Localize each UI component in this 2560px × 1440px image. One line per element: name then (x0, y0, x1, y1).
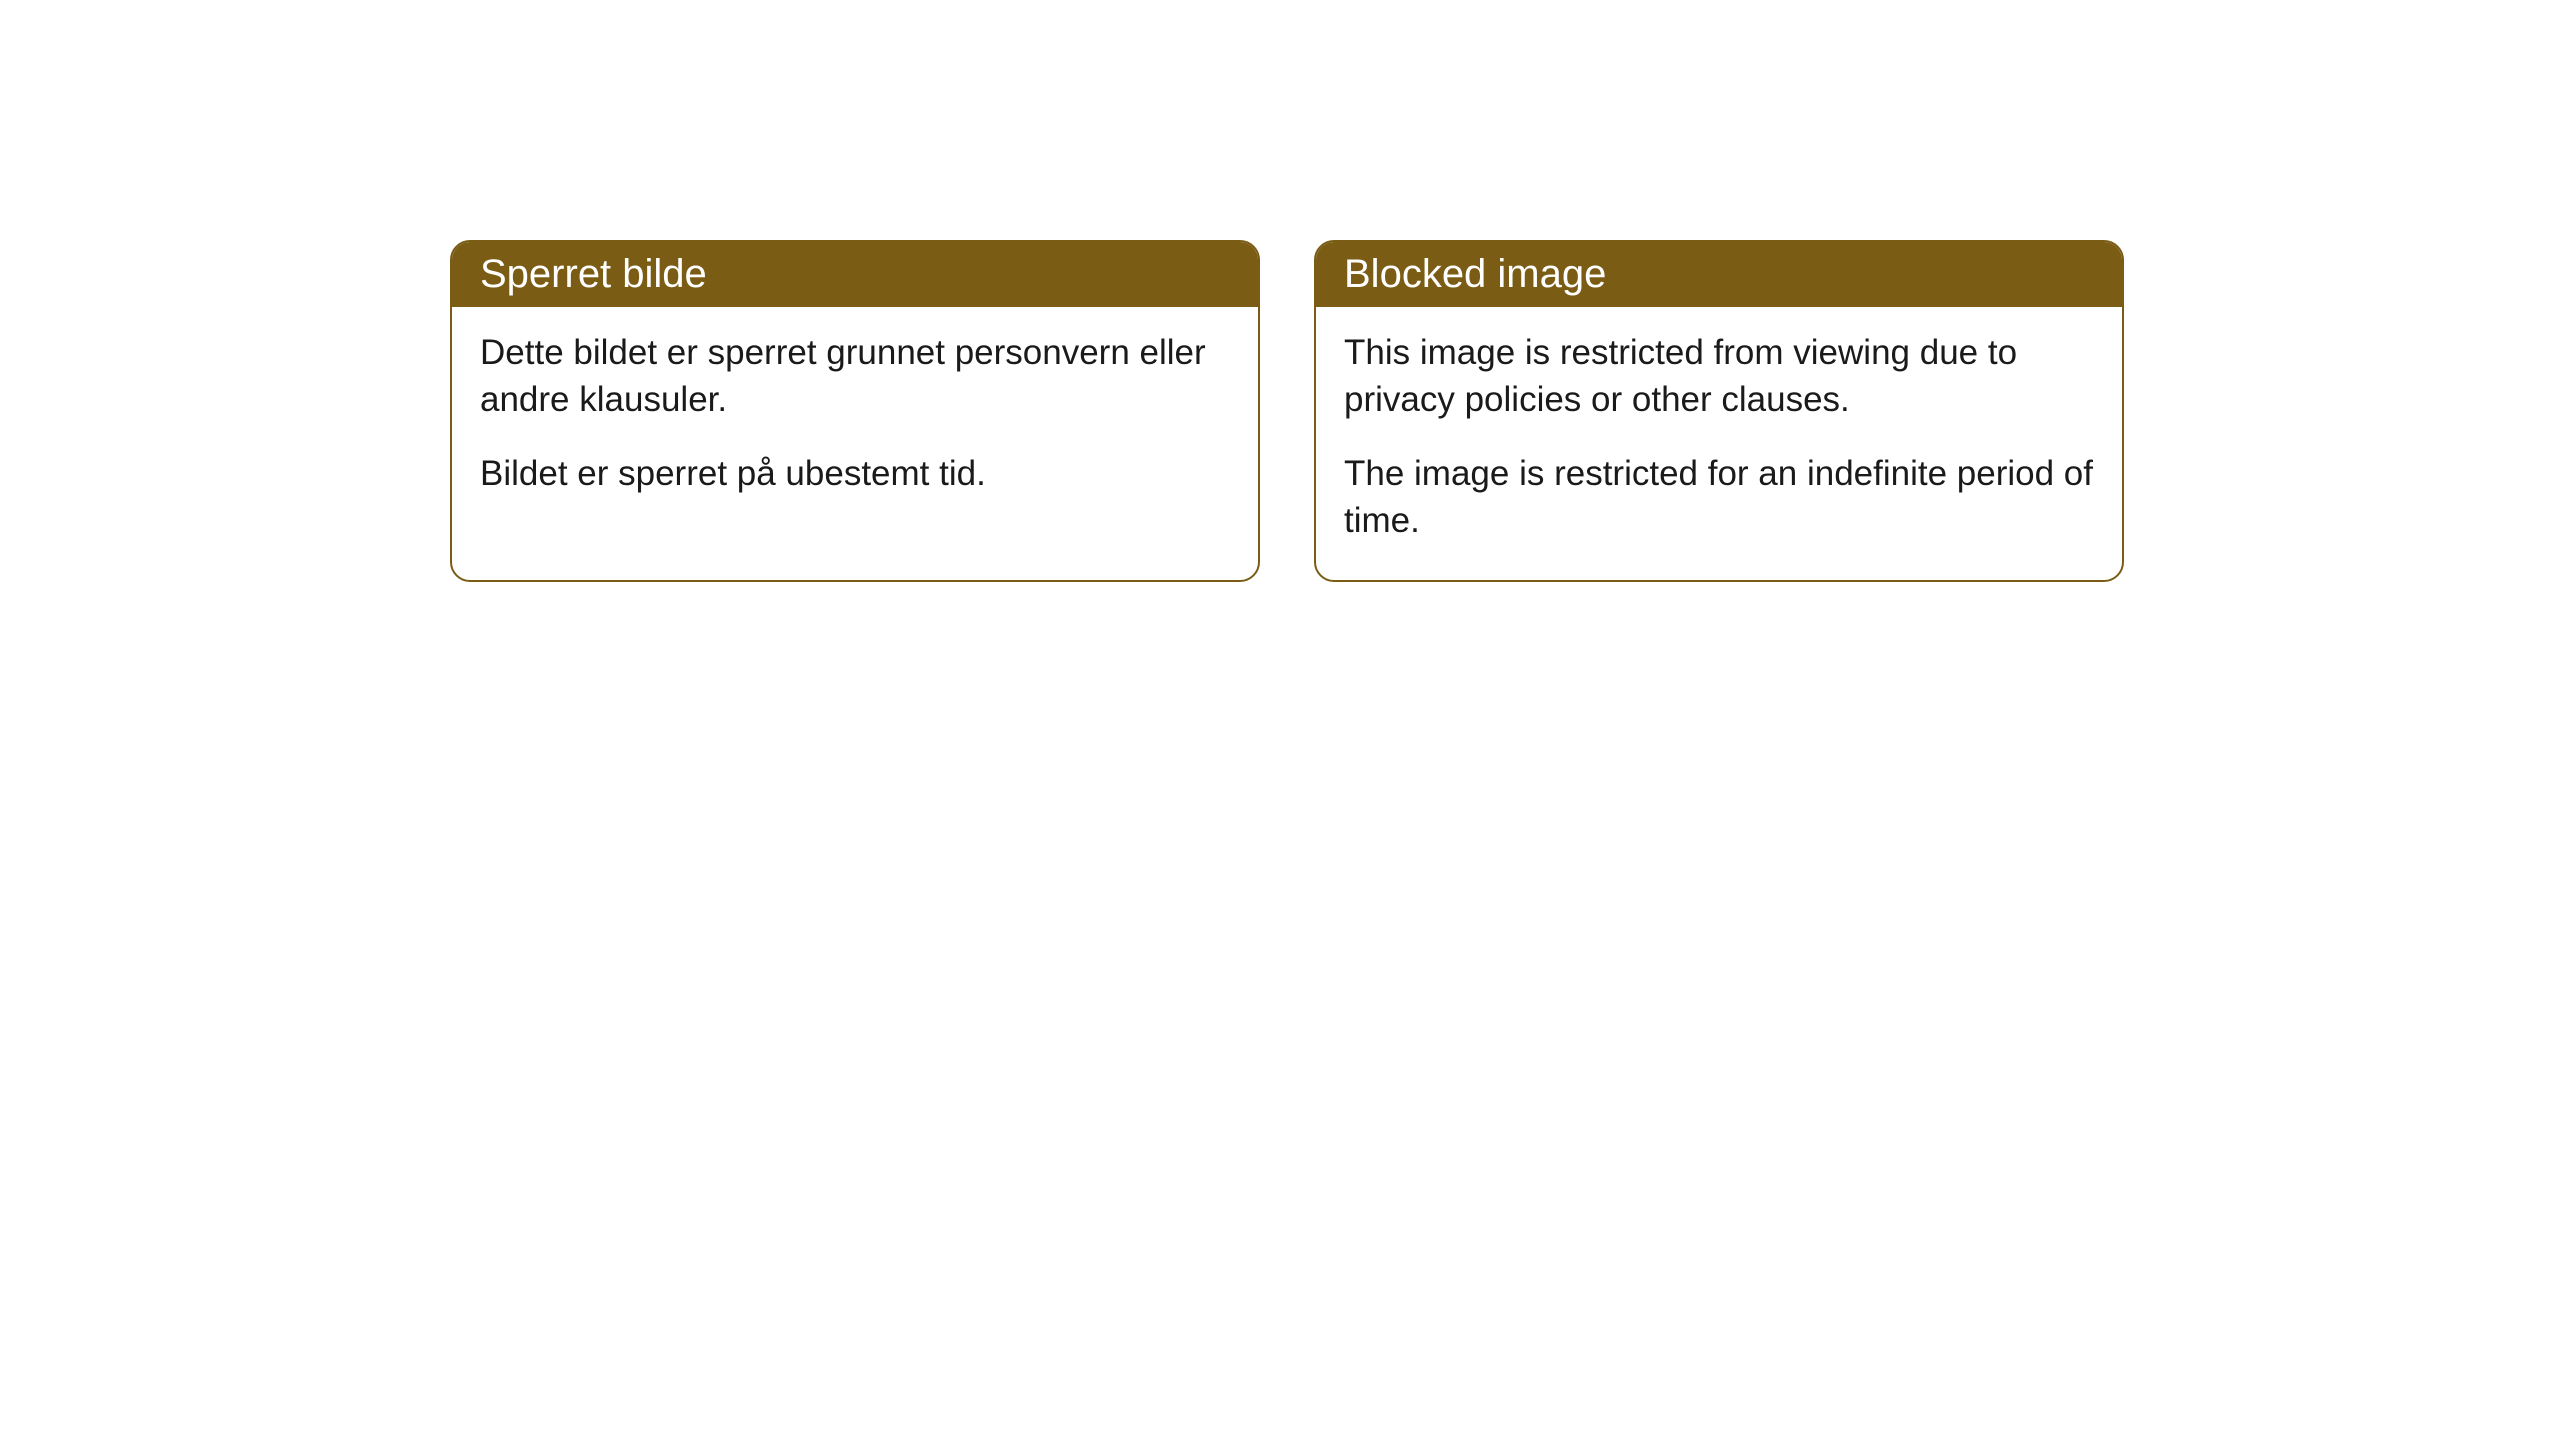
card-paragraph-2-norwegian: Bildet er sperret på ubestemt tid. (480, 450, 1230, 497)
card-paragraph-2-english: The image is restricted for an indefinit… (1344, 450, 2094, 545)
card-paragraph-1-english: This image is restricted from viewing du… (1344, 329, 2094, 424)
card-title-english: Blocked image (1344, 252, 1606, 296)
blocked-image-card-english: Blocked image This image is restricted f… (1314, 240, 2124, 582)
card-header-english: Blocked image (1316, 242, 2122, 307)
card-body-norwegian: Dette bildet er sperret grunnet personve… (452, 307, 1258, 533)
card-title-norwegian: Sperret bilde (480, 252, 707, 296)
card-header-norwegian: Sperret bilde (452, 242, 1258, 307)
card-body-english: This image is restricted from viewing du… (1316, 307, 2122, 580)
card-paragraph-1-norwegian: Dette bildet er sperret grunnet personve… (480, 329, 1230, 424)
blocked-image-card-norwegian: Sperret bilde Dette bildet er sperret gr… (450, 240, 1260, 582)
notice-cards-container: Sperret bilde Dette bildet er sperret gr… (450, 240, 2124, 582)
